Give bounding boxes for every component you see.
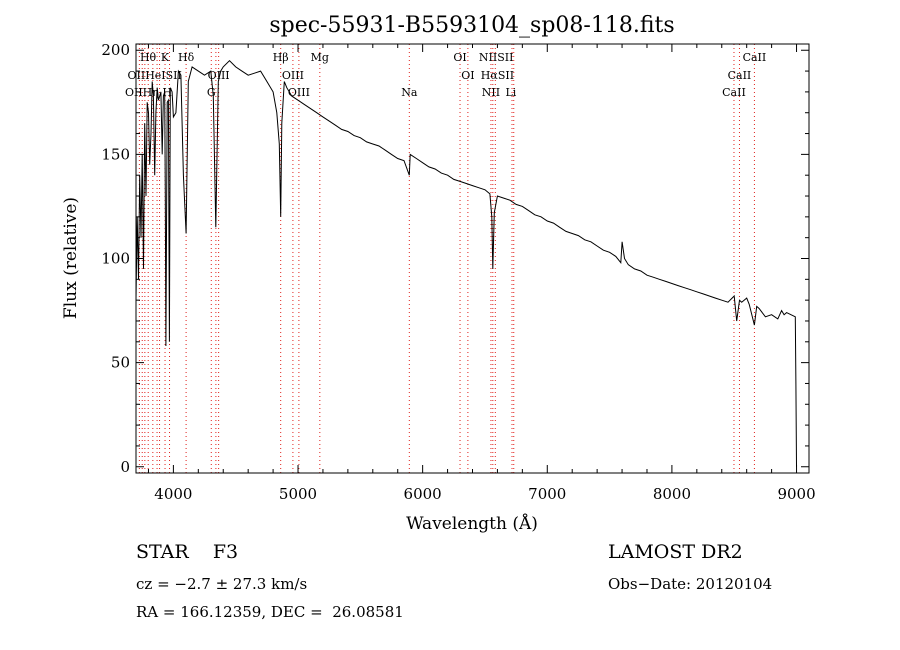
x-tick-label: 5000 bbox=[279, 485, 317, 503]
line-marker-label: OIII bbox=[282, 69, 304, 82]
chart-title: spec-55931-B5593104_sp08-118.fits bbox=[269, 13, 674, 38]
x-tick-label: 9000 bbox=[777, 485, 815, 503]
y-tick-label: 200 bbox=[101, 41, 130, 59]
line-marker-label: HαSII bbox=[481, 69, 514, 82]
line-marker-label: Li bbox=[505, 86, 516, 99]
line-marker-label: OIII bbox=[208, 69, 230, 82]
plot-frame bbox=[135, 43, 810, 474]
x-tick-label: 7000 bbox=[528, 485, 566, 503]
line-marker-label: K bbox=[161, 51, 170, 64]
object-class: STAR F3 bbox=[136, 541, 239, 563]
line-marker-label: CaII bbox=[728, 69, 752, 82]
redshift-velocity: cz = −2.7 ± 27.3 km/s bbox=[136, 575, 308, 593]
y-tick-label: 150 bbox=[101, 145, 130, 163]
survey-name: LAMOST DR2 bbox=[608, 541, 743, 563]
line-marker-label: OI bbox=[453, 51, 466, 64]
line-marker-label: CaII bbox=[743, 51, 767, 64]
x-tick-label: 6000 bbox=[404, 485, 442, 503]
y-tick-label: 50 bbox=[111, 354, 130, 372]
line-marker-label: OIII bbox=[288, 86, 310, 99]
line-marker-label: Hθ bbox=[140, 51, 157, 64]
line-marker-label: Na bbox=[401, 86, 418, 99]
line-marker-label: Hδ bbox=[178, 51, 195, 64]
line-marker-label: CaII bbox=[722, 86, 746, 99]
line-marker-label: Mg bbox=[311, 51, 329, 64]
sky-coordinates: RA = 166.12359, DEC = 26.08581 bbox=[136, 603, 404, 621]
spectral-line-markers: Hθ K Hδ Hβ Mg OI NIISII CaII OIIHeISII OIII OIII OI… bbox=[125, 44, 766, 473]
spectrum-chart: Hθ K Hδ Hβ Mg OI NIISII CaII OIIHeISII OIII OIII OI… bbox=[61, 13, 816, 534]
observation-date: Obs−Date: 20120104 bbox=[608, 575, 773, 593]
x-tick-label: 4000 bbox=[154, 485, 192, 503]
y-tick-label: 100 bbox=[101, 250, 130, 268]
spectrum-line bbox=[135, 59, 797, 467]
line-marker-label: OI bbox=[461, 69, 474, 82]
line-marker-label: NIISII bbox=[479, 51, 514, 64]
line-marker-label: G bbox=[207, 86, 216, 99]
line-marker-label: OIIHeISII bbox=[127, 69, 181, 82]
y-axis-label: Flux (relative) bbox=[61, 197, 81, 319]
line-marker-label: Hβ bbox=[273, 51, 289, 64]
x-tick-label: 8000 bbox=[653, 485, 691, 503]
line-marker-label: NII bbox=[482, 86, 500, 99]
y-tick-label: 0 bbox=[120, 458, 130, 476]
x-axis-label: Wavelength (Å) bbox=[406, 513, 538, 534]
axis-ticks: 4000 5000 6000 7000 8000 9000 0 50 100 150 200 bbox=[101, 41, 815, 503]
